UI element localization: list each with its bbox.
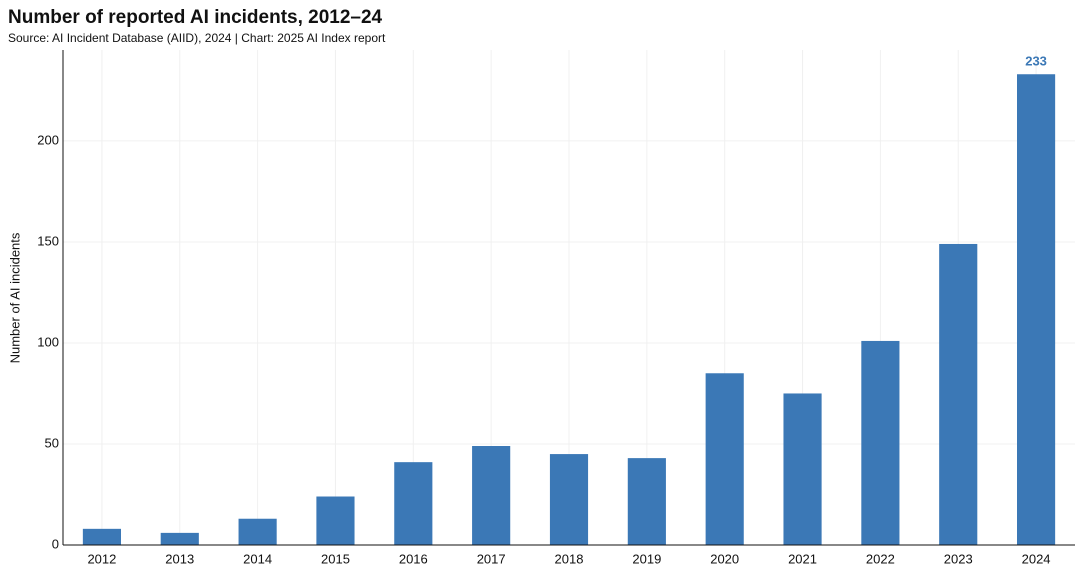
y-tick-label: 200 [37,132,59,147]
x-tick-label: 2020 [710,551,739,566]
bar [549,454,589,545]
x-tick-label: 2023 [944,551,973,566]
y-tick-label: 0 [52,536,59,551]
bar [627,458,666,545]
y-tick-label: 150 [37,233,59,248]
bar [160,532,199,545]
x-tick-label: 2014 [243,551,272,566]
bar [472,446,511,545]
bar [861,340,900,545]
bar [316,496,355,545]
x-tick-label: 2022 [866,551,895,566]
x-tick-label: 2016 [399,551,428,566]
bar [705,373,744,545]
x-tick-label: 2018 [555,551,584,566]
bar [238,518,277,545]
bar [939,243,978,546]
bar [1017,74,1056,545]
y-tick-label: 50 [45,435,59,450]
x-tick-label: 2019 [632,551,661,566]
x-tick-label: 2013 [165,551,194,566]
bar [82,528,121,545]
x-tick-label: 2012 [87,551,116,566]
x-tick-label: 2024 [1022,551,1051,566]
y-axis-label: Number of AI incidents [7,232,22,363]
bar [783,393,822,545]
x-tick-label: 2017 [477,551,506,566]
chart-subtitle: Source: AI Incident Database (AIID), 202… [8,31,386,45]
x-tick-label: 2021 [788,551,817,566]
bar [394,462,433,545]
chart-title: Number of reported AI incidents, 2012–24 [8,7,383,28]
y-tick-label: 100 [37,334,59,349]
value-label: 233 [1025,54,1047,69]
x-tick-label: 2015 [321,551,350,566]
